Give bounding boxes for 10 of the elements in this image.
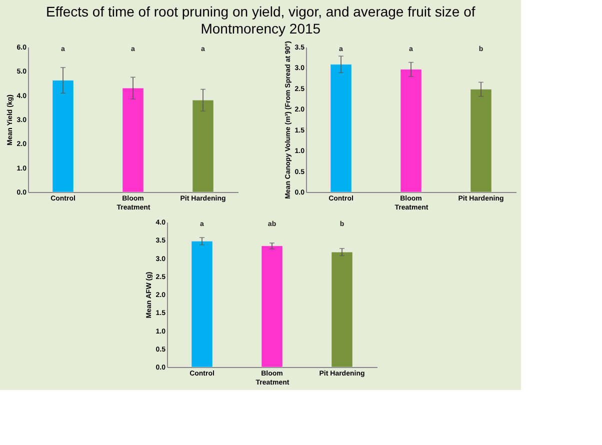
bar <box>470 89 492 192</box>
bar <box>122 88 144 192</box>
chart-title: Effects of time of root pruning on yield, vigor, and average fruit size of Montmorency 2015 <box>46 4 476 37</box>
bar <box>192 100 214 192</box>
bar <box>400 69 422 192</box>
bar <box>261 246 283 368</box>
bar <box>331 252 353 368</box>
bar <box>191 240 213 368</box>
bar <box>330 64 352 192</box>
bar <box>52 80 74 192</box>
